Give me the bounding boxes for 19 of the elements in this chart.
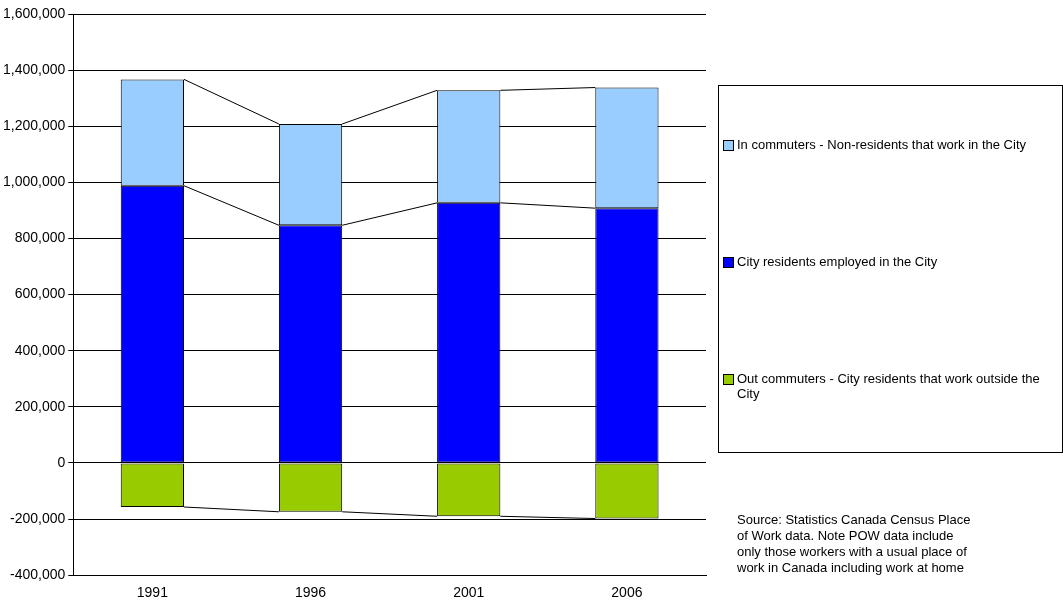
y-tick-label: 1,200,000 <box>2 117 66 134</box>
x-tick-label: 1996 <box>294 584 327 601</box>
y-tick-label: 0 <box>57 453 66 470</box>
y-tick-label: -400,000 <box>10 566 66 583</box>
legend-label: In commuters - Non-residents that work in the City <box>737 137 1026 152</box>
y-tick-label: 1,400,000 <box>2 60 66 77</box>
y-tick-label: 400,000 <box>14 341 66 358</box>
y-tick-label: 800,000 <box>14 229 66 246</box>
x-tick-label: 2006 <box>611 584 643 601</box>
y-tick-label: 600,000 <box>14 285 66 302</box>
y-tick-label: 1,000,000 <box>2 173 66 190</box>
x-tick-label: 1991 <box>136 584 169 601</box>
y-tick-label: -200,000 <box>10 509 66 526</box>
legend-label: City residents employed in the City <box>737 254 938 269</box>
legend-label: Out commuters - City residents that work outside the City <box>737 371 1041 401</box>
y-tick-label: 1,600,000 <box>2 4 66 21</box>
source-note: Source: Statistics Canada Census Place of Work data. Note POW data include only those workers with a usual place of work in Canada including work at home <box>737 512 972 576</box>
x-tick-label: 2001 <box>453 584 485 601</box>
y-tick-label: 200,000 <box>14 397 66 414</box>
